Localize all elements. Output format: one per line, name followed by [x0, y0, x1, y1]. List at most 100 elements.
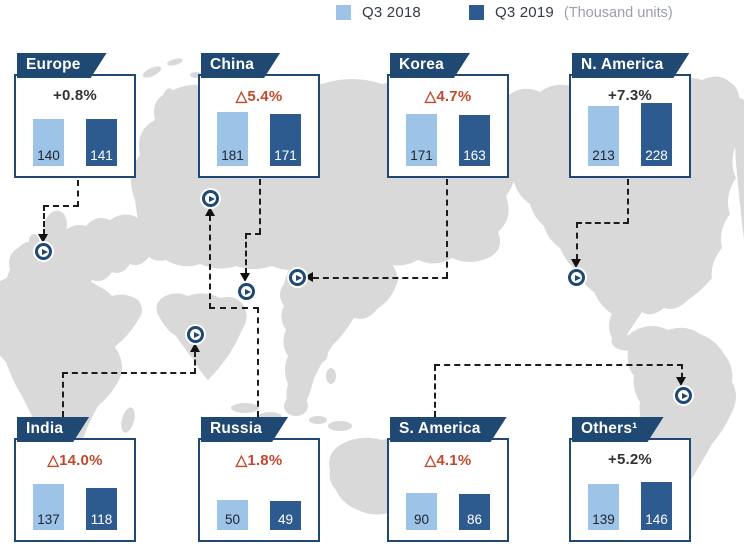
- connector-india: [62, 372, 196, 374]
- connector-russia: [257, 307, 259, 417]
- bar-q3-2019: 228: [641, 103, 672, 166]
- q3-2018-swatch-icon: [336, 5, 351, 20]
- region-card-europe: Europe +0.8% 140 141: [14, 53, 136, 178]
- location-marker-china-icon: [238, 283, 255, 300]
- bar-q3-2019: 86: [459, 494, 490, 530]
- connector-russia: [209, 307, 259, 309]
- change-label: △14.0%: [47, 452, 103, 469]
- connector-korea: [313, 277, 448, 279]
- connector-n-america: [627, 179, 629, 224]
- bar-value: 118: [90, 512, 113, 527]
- legend-label: Q3 2018: [362, 4, 421, 21]
- arrowhead-n-america-icon: [571, 259, 581, 268]
- bar-group: 213 228: [571, 103, 689, 166]
- bar-q3-2018: 140: [33, 119, 64, 166]
- region-card-s-america: S. America △4.1% 90 86: [387, 417, 509, 542]
- region-name: India: [26, 420, 64, 437]
- region-card-india: India △14.0% 137 118: [14, 417, 136, 542]
- bar-q3-2018: 90: [406, 493, 437, 530]
- bar-q3-2019: 171: [270, 114, 301, 166]
- bar-value: 50: [224, 512, 241, 527]
- region-banner: Russia: [201, 417, 288, 442]
- bar-value: 171: [274, 148, 297, 163]
- play-icon: [245, 288, 251, 295]
- bar-value: 49: [277, 512, 294, 527]
- location-marker-korea-icon: [289, 269, 306, 286]
- bar-q3-2018: 213: [588, 106, 619, 166]
- bar-value: 181: [221, 148, 244, 163]
- bar-q3-2019: 49: [270, 501, 301, 530]
- connector-india: [62, 372, 64, 417]
- region-box: +0.8% 140 141: [14, 74, 136, 178]
- bar-q3-2018: 139: [588, 484, 619, 530]
- region-banner: N. America: [572, 53, 689, 78]
- region-card-russia: Russia △1.8% 50 49: [198, 417, 320, 542]
- arrowhead-europe-icon: [38, 234, 48, 243]
- connector-s-america: [681, 364, 683, 378]
- bar-group: 140 141: [16, 119, 134, 166]
- bar-group: 137 118: [16, 484, 134, 530]
- bar-q3-2019: 163: [459, 115, 490, 166]
- legend-label: Q3 2019: [494, 4, 554, 21]
- bar-value: 139: [592, 512, 615, 527]
- region-box: △4.1% 90 86: [387, 438, 509, 542]
- legend: Q3 2018 Q3 2019 (Thousand units): [336, 4, 673, 21]
- region-card-china: China △5.4% 181 171: [198, 53, 320, 178]
- region-name: Russia: [210, 420, 263, 437]
- change-label: △4.7%: [424, 88, 472, 105]
- bar-value: 171: [410, 148, 433, 163]
- bar-group: 50 49: [200, 500, 318, 530]
- bar-q3-2019: 146: [641, 482, 672, 530]
- location-marker-europe-icon: [35, 243, 52, 260]
- bar-value: 86: [466, 512, 483, 527]
- arrowhead-russia-icon: [205, 207, 215, 216]
- region-name: Others¹: [581, 420, 638, 437]
- bar-q3-2018: 137: [33, 484, 64, 530]
- connector-russia: [209, 215, 211, 309]
- change-label: +7.3%: [608, 87, 652, 104]
- bar-group: 181 171: [200, 112, 318, 166]
- connector-s-america: [434, 365, 436, 417]
- arrowhead-korea-icon: [304, 272, 313, 282]
- region-name: China: [210, 56, 255, 73]
- bar-q3-2018: 171: [406, 114, 437, 166]
- play-icon: [42, 248, 48, 255]
- play-icon: [194, 331, 200, 338]
- connector-china: [259, 179, 261, 234]
- arrowhead-india-icon: [190, 343, 200, 352]
- bar-value: 163: [463, 148, 486, 163]
- arrowhead-china-icon: [240, 273, 250, 282]
- change-label: △5.4%: [235, 88, 283, 105]
- region-banner: S. America: [390, 417, 507, 442]
- change-label: +0.8%: [53, 87, 97, 104]
- play-icon: [209, 195, 215, 202]
- legend-item-q3-2018: Q3 2018: [336, 4, 421, 21]
- bar-group: 90 86: [389, 493, 507, 530]
- region-box: +7.3% 213 228: [569, 74, 691, 178]
- location-marker-s-america-icon: [675, 387, 692, 404]
- region-box: △4.7% 171 163: [387, 74, 509, 178]
- bar-value: 146: [645, 512, 668, 527]
- location-marker-india-icon: [187, 326, 204, 343]
- connector-s-america: [434, 364, 683, 366]
- units-note: (Thousand units): [563, 4, 673, 21]
- connector-n-america: [576, 222, 629, 224]
- q3-2019-swatch-icon: [468, 5, 484, 20]
- legend-item-q3-2019: Q3 2019: [468, 4, 554, 21]
- play-icon: [296, 274, 302, 281]
- bar-value: 141: [90, 148, 113, 163]
- region-name: N. America: [581, 56, 664, 73]
- connector-china: [245, 233, 247, 274]
- region-box: +5.2% 139 146: [569, 438, 691, 542]
- region-name: Korea: [399, 56, 444, 73]
- region-name: Europe: [26, 56, 81, 73]
- connector-europe: [43, 205, 45, 235]
- region-banner: Europe: [17, 53, 107, 78]
- arrowhead-s-america-icon: [676, 377, 686, 386]
- play-icon: [575, 274, 581, 281]
- region-card-n-america: N. America +7.3% 213 228: [569, 53, 691, 178]
- region-card-korea: Korea △4.7% 171 163: [387, 53, 509, 178]
- connector-europe: [77, 180, 79, 207]
- change-label: △4.1%: [424, 452, 472, 469]
- change-label: △1.8%: [235, 452, 283, 469]
